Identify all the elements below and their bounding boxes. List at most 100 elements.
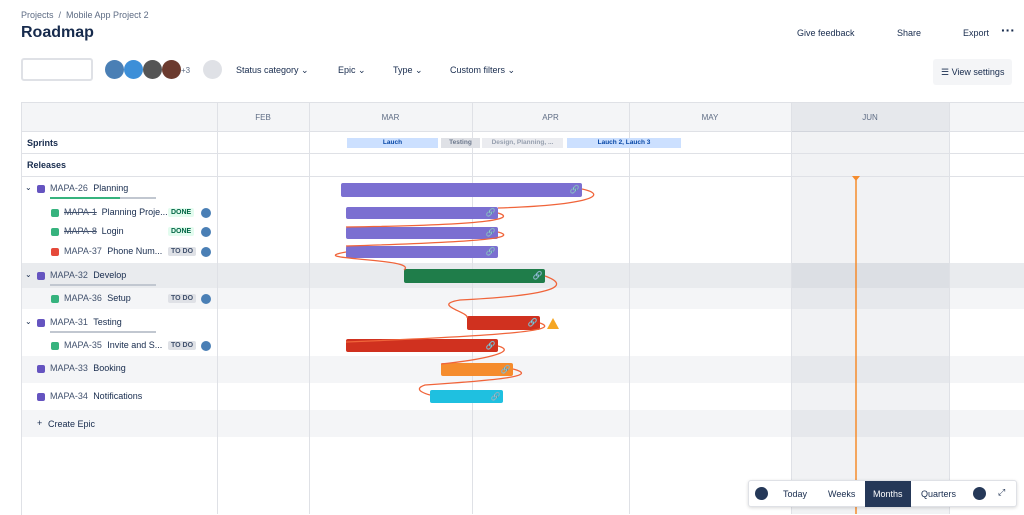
issue-name[interactable]: Login [101, 226, 124, 236]
breadcrumb-link[interactable]: Mobile App Project 2 [66, 10, 149, 20]
avatar-more[interactable]: +3 [181, 66, 191, 75]
timeline-bar[interactable]: 🔗 [341, 183, 582, 197]
progress-bar [50, 284, 156, 286]
zoom-option[interactable]: Quarters [921, 489, 957, 499]
status-chip: DONE [168, 227, 195, 236]
column-line [217, 103, 218, 514]
timeline-bar[interactable]: 🔗 [346, 339, 498, 352]
issue-name[interactable]: Planning Proje... [101, 207, 168, 217]
timeline-bar[interactable]: 🔗 [346, 227, 498, 239]
status-chip: TO DO [168, 247, 197, 256]
avatar[interactable] [124, 60, 143, 79]
issue-name[interactable]: Testing [93, 317, 122, 327]
month-label: MAY [701, 113, 719, 122]
column-line [791, 103, 792, 514]
timeline-bar[interactable]: 🔗 [404, 269, 545, 283]
issue-icon [37, 365, 45, 373]
create-epic-label[interactable]: Create Epic [48, 419, 96, 429]
expand-toggle[interactable]: ⌄ [25, 317, 32, 326]
expand-toggle[interactable]: ⌄ [25, 183, 32, 192]
column-line [309, 103, 310, 514]
issue-name[interactable]: Invite and S... [107, 340, 163, 350]
issue-name[interactable]: Planning [93, 183, 129, 193]
avatar[interactable] [162, 60, 181, 79]
status-chip: DONE [168, 208, 195, 217]
progress-done [50, 197, 120, 199]
more-button[interactable]: ··· [1001, 22, 1015, 38]
issue-key[interactable]: MAPA-34 [50, 391, 88, 401]
sprint[interactable]: Lauch [347, 138, 438, 148]
header-row [22, 103, 1024, 132]
filter[interactable]: Type ⌄ [393, 65, 423, 75]
assignee-avatar [201, 341, 211, 351]
issue-key[interactable]: MAPA-37 [64, 246, 102, 256]
assignee-avatar [201, 208, 211, 218]
view-settings[interactable]: ☰ View settings [933, 59, 1013, 85]
fullscreen-button[interactable]: ⤢ [998, 487, 1006, 497]
column-line [629, 103, 630, 514]
issue-icon [51, 342, 59, 350]
info-button[interactable] [973, 487, 986, 500]
zoom-bar: Today Weeks Months Quarters ⤢ [748, 480, 1017, 507]
sprint[interactable]: Lauch 2, Lauch 3 [567, 138, 681, 148]
zoom-option-selected[interactable]: Months [865, 481, 911, 507]
avatar[interactable] [105, 60, 124, 79]
issue-name[interactable]: Phone Num... [107, 246, 163, 256]
issue-key[interactable]: MAPA-35 [64, 340, 102, 350]
row-line [22, 153, 1024, 154]
avatar[interactable] [143, 60, 162, 79]
create-epic[interactable]: + [37, 418, 43, 428]
search-box[interactable] [21, 58, 93, 81]
filter[interactable]: Status category ⌄ [236, 65, 309, 75]
timeline-bar[interactable]: 🔗 [467, 316, 540, 330]
add-people[interactable] [203, 60, 222, 79]
filter[interactable]: Custom filters ⌄ [450, 65, 516, 75]
issue-icon [51, 228, 59, 236]
issue-icon [51, 209, 59, 217]
assignee-avatar [201, 247, 211, 257]
zoom-option[interactable]: Today [783, 489, 808, 499]
issue-name[interactable]: Develop [93, 270, 127, 280]
column-line [949, 103, 950, 514]
issue-name[interactable]: Setup [107, 293, 131, 303]
timeline-bar[interactable]: 🔗 [346, 207, 498, 219]
breadcrumb-link[interactable]: Projects [21, 10, 54, 20]
row-shade [22, 410, 1024, 437]
issue-icon [37, 319, 45, 327]
expand-toggle[interactable]: ⌄ [25, 270, 32, 279]
issue-name[interactable]: Booking [93, 363, 126, 373]
issue-name[interactable]: Notifications [93, 391, 143, 401]
month-label: MAR [381, 113, 400, 122]
assignee-avatar [201, 294, 211, 304]
issue-key[interactable]: MAPA-31 [50, 317, 88, 327]
issue-key[interactable]: MAPA-33 [50, 363, 88, 373]
status-chip: TO DO [168, 341, 197, 350]
row-label: Releases [27, 160, 67, 170]
sprint[interactable]: Design, Planning, ... [482, 138, 563, 148]
filter[interactable]: Epic ⌄ [338, 65, 366, 75]
assignee-avatar [201, 227, 211, 237]
issue-key[interactable]: MAPA-32 [50, 270, 88, 280]
zoom-option[interactable]: Weeks [828, 489, 856, 499]
avatar-group [105, 60, 181, 80]
issue-icon [37, 272, 45, 280]
timeline-bar[interactable]: 🔗 [346, 246, 498, 258]
issue-icon [51, 295, 59, 303]
timeline-bar[interactable]: 🔗 [441, 363, 513, 376]
roadmap-grid [21, 102, 1024, 515]
issue-icon [37, 185, 45, 193]
issue-key[interactable]: MAPA-36 [64, 293, 102, 303]
feedback-button[interactable]: Give feedback [797, 28, 855, 38]
month-label: JUN [862, 113, 878, 122]
sprint[interactable]: Testing [441, 138, 480, 148]
share-button[interactable]: Share [897, 28, 922, 38]
progress-bar [50, 331, 156, 333]
export-button[interactable]: Export [963, 28, 990, 38]
issue-key[interactable]: MAPA-26 [50, 183, 88, 193]
scroll-button[interactable] [755, 487, 768, 500]
issue-key[interactable]: MAPA-8 [64, 226, 97, 236]
issue-key[interactable]: MAPA-1 [64, 207, 97, 217]
row-label: Sprints [27, 138, 59, 148]
timeline-bar[interactable]: 🔗 [430, 390, 503, 403]
